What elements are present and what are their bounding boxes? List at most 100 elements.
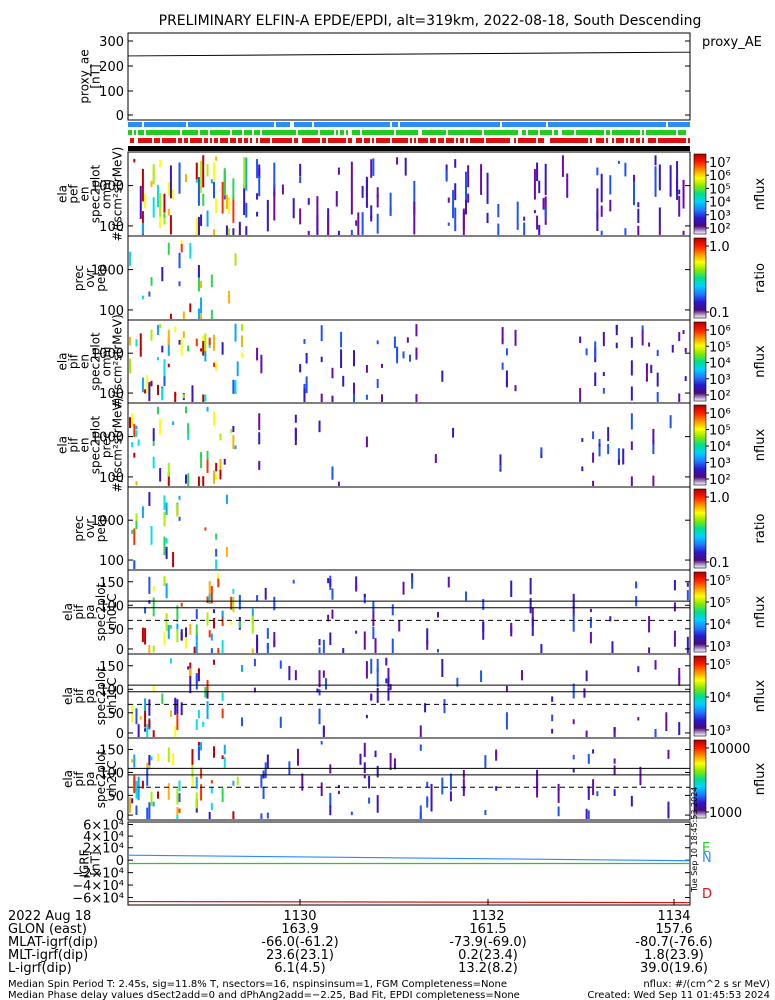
epdi-prec-cbar-label-text: nflux (753, 429, 768, 462)
status-bar-cell (186, 146, 188, 151)
status-bar-cell (582, 138, 584, 143)
status-bar-cell (598, 146, 600, 151)
epde-omni-cell (197, 177, 200, 206)
status-bar-cell (424, 146, 426, 151)
status-bar-cell (522, 146, 524, 151)
status-bar-cell (176, 146, 178, 151)
status-bar-cell (224, 122, 226, 127)
epdi-ratio-ylabel-line: ovr (83, 519, 97, 538)
pa-ch1-ylabel-line: spec2plot (94, 666, 108, 725)
pa-ch2-cell (393, 758, 396, 770)
status-bar-cell (358, 122, 360, 127)
status-bar-cell (404, 122, 406, 127)
status-bar-cell (578, 130, 580, 135)
status-bar-cell (280, 146, 282, 151)
pa-ch2-cell (141, 780, 144, 789)
pa-ch1-cell (376, 667, 379, 687)
epdi-ratio-cell (178, 516, 181, 521)
status-bar-cell (474, 122, 476, 127)
status-bar-cell (384, 146, 386, 151)
status-bar-cell (648, 138, 650, 143)
status-bar-cell (538, 122, 540, 127)
status-bar-cell (204, 122, 206, 127)
pa-ch1-cell (206, 701, 209, 720)
pa-ch1-cell (585, 730, 588, 737)
status-bar-cell (618, 122, 620, 127)
epde-omni-cell (150, 180, 153, 188)
pa-ch2-cell (350, 811, 353, 816)
status-bar-cell (350, 122, 352, 127)
status-bar-cell (656, 122, 658, 127)
status-bar-cell (596, 146, 598, 151)
status-bar-cell (164, 146, 166, 151)
pa-ch1-cell (385, 657, 388, 666)
status-bar-cell (596, 122, 598, 127)
status-bar-cell (418, 146, 420, 151)
epdi-prec-cbar-tick-label: 10³ (709, 457, 731, 472)
epdi-omni-cell (365, 365, 368, 373)
status-bar-cell (154, 130, 156, 135)
status-bar-cell (588, 146, 590, 151)
status-bar-cell (386, 130, 388, 135)
status-bar-cell (376, 146, 378, 151)
status-bar-cell (278, 130, 280, 135)
status-bar-cell (372, 122, 374, 127)
status-bar-cell (488, 138, 490, 143)
pa-ch0-colorbar (693, 571, 707, 653)
status-bar-cell (684, 146, 686, 151)
status-bar-cell (480, 138, 482, 143)
status-bar-cell (624, 130, 626, 135)
epdi-prec-ylabel-line: pif (67, 437, 81, 453)
status-bar-cell (226, 130, 228, 135)
status-bar-cell (554, 122, 556, 127)
epde-omni-cell (361, 185, 364, 198)
status-bar-cell (328, 138, 330, 143)
status-bar-cell (386, 122, 388, 127)
status-bar-cell (286, 130, 288, 135)
epdi-omni-cell (305, 352, 308, 364)
status-bar-cell (392, 138, 394, 143)
status-bar-cell (278, 138, 280, 143)
status-bar-cell (288, 130, 290, 135)
status-bar-cell (440, 138, 442, 143)
status-bar-cell (172, 146, 174, 151)
status-bar-cell (496, 130, 498, 135)
status-bar-cell (558, 138, 560, 143)
pa-ch2-cell (374, 750, 377, 758)
status-bar-cell (398, 130, 400, 135)
status-bar-cell (276, 122, 278, 127)
status-bar-cell (668, 146, 670, 151)
pa-ch0-cell (372, 601, 375, 612)
status-bar-cell (338, 146, 340, 151)
status-bar-cell (258, 146, 260, 151)
status-bar-cell (680, 146, 682, 151)
epde-omni-cell (497, 203, 500, 218)
status-bar-cell (142, 138, 144, 143)
status-bar-cell (638, 122, 640, 127)
status-bar-cell (320, 122, 322, 127)
footer-created: Created: Wed Sep 11 01:45:53 2024 (587, 990, 770, 1000)
status-bar-cell (480, 130, 482, 135)
status-bar-cell (660, 138, 662, 143)
pa-ch0-cell (391, 604, 394, 616)
pa-ch2-cell (129, 797, 131, 813)
pa-ch1-cell (174, 697, 177, 715)
epde-omni-cbar-tick-label: 10⁶ (709, 169, 731, 184)
status-bar-cell (160, 122, 162, 127)
status-bar-cell (534, 122, 536, 127)
status-bar-cell (278, 122, 280, 127)
status-bar-cell (452, 122, 454, 127)
pa-ch0-cell (327, 578, 330, 584)
pa-ch2-cell (426, 798, 429, 808)
status-bar-cell (556, 138, 558, 143)
status-bar-cell (330, 122, 332, 127)
status-bar-cell (668, 122, 670, 127)
status-bar-cell (150, 138, 152, 143)
pa-ch2-spectrogram (129, 741, 670, 819)
status-bar-cell (384, 130, 386, 135)
status-bar-cell (300, 122, 302, 127)
status-bar-cell (322, 138, 324, 143)
epdi-prec-cell (452, 427, 455, 438)
status-bar-cell (526, 146, 528, 151)
status-bar-cell (414, 130, 416, 135)
